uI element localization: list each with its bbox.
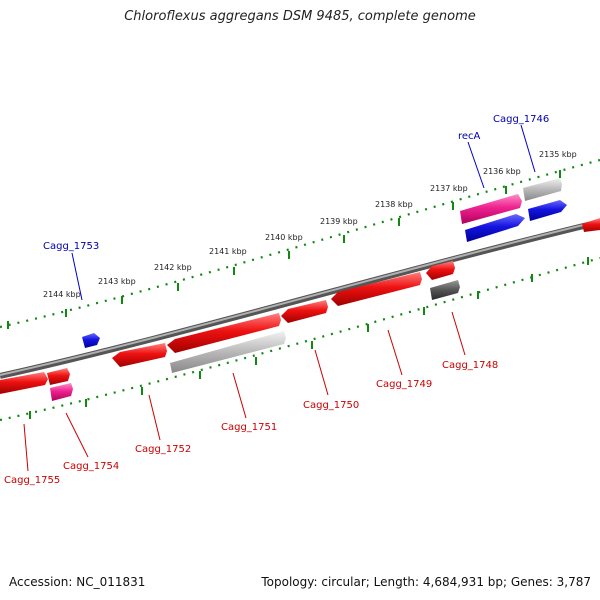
gene-arrow-cagg-1748-a[interactable] — [426, 261, 455, 280]
scale-ticks-bottom — [29, 257, 589, 419]
reverse-genes — [0, 261, 460, 401]
gene-arrow-cagg-1749[interactable] — [331, 272, 422, 306]
accession-text: Accession: NC_011831 — [9, 575, 146, 589]
gene-label-cagg-1750: Cagg_1750 — [303, 400, 359, 411]
kbp-label-2136: 2136 kbp — [483, 167, 521, 176]
gene-arrow-cagg-1751[interactable] — [167, 313, 281, 353]
gene-label-reca: recA — [458, 131, 481, 142]
genome-summary-text: Topology: circular; Length: 4,684,931 bp… — [261, 575, 591, 589]
gene-label-cagg-1746: Cagg_1746 — [493, 114, 549, 125]
kbp-label-2139: 2139 kbp — [320, 217, 358, 226]
gene-label-cagg-1749: Cagg_1749 — [376, 379, 432, 390]
gene-arrow-hypothetical-2[interactable] — [528, 200, 567, 221]
gene-arrow-cagg-1752[interactable] — [112, 343, 167, 367]
gene-arrow-cagg-1754-b[interactable] — [50, 383, 73, 401]
gene-arrow-reca[interactable] — [460, 194, 522, 224]
kbp-label-2143: 2143 kbp — [98, 277, 136, 286]
gene-label-cagg-1752: Cagg_1752 — [135, 444, 191, 455]
gene-arrow-cagg-1751-pseudo[interactable] — [170, 331, 286, 373]
kbp-label-2137: 2137 kbp — [430, 184, 468, 193]
kbp-label-2138: 2138 kbp — [375, 200, 413, 209]
kbp-label-2141: 2141 kbp — [209, 247, 247, 256]
gene-arrow-cagg-1753[interactable] — [82, 333, 100, 348]
kbp-label-2135: 2135 kbp — [539, 150, 577, 159]
label-leader-lines — [23, 124, 536, 472]
scale-ticks-top — [7, 170, 561, 329]
gene-label-cagg-1755: Cagg_1755 — [4, 475, 60, 486]
kbp-label-2144: 2144 kbp — [43, 290, 81, 299]
gene-label-cagg-1748: Cagg_1748 — [442, 360, 498, 371]
map-title: Chloroflexus aggregans DSM 9485, complet… — [124, 9, 476, 24]
gene-arrow-cagg-1750[interactable] — [281, 300, 328, 323]
gene-label-cagg-1753: Cagg_1753 — [43, 241, 99, 252]
gene-arrow-hypothetical-1[interactable] — [465, 214, 525, 242]
gene-arrow-cagg-1748-b[interactable] — [430, 280, 460, 300]
gene-arrow-cagg-1754-a[interactable] — [47, 368, 70, 385]
gene-arrow-cagg-1746-upper[interactable] — [523, 178, 562, 201]
gene-label-cagg-1754: Cagg_1754 — [63, 461, 119, 472]
gene-arrow-edge-right[interactable] — [582, 218, 600, 232]
gene-label-cagg-1751: Cagg_1751 — [221, 422, 277, 433]
gene-arrow-cagg-1755[interactable] — [0, 372, 48, 394]
kbp-label-2142: 2142 kbp — [154, 263, 192, 272]
forward-genes — [82, 178, 600, 348]
kbp-label-2140: 2140 kbp — [265, 233, 303, 242]
